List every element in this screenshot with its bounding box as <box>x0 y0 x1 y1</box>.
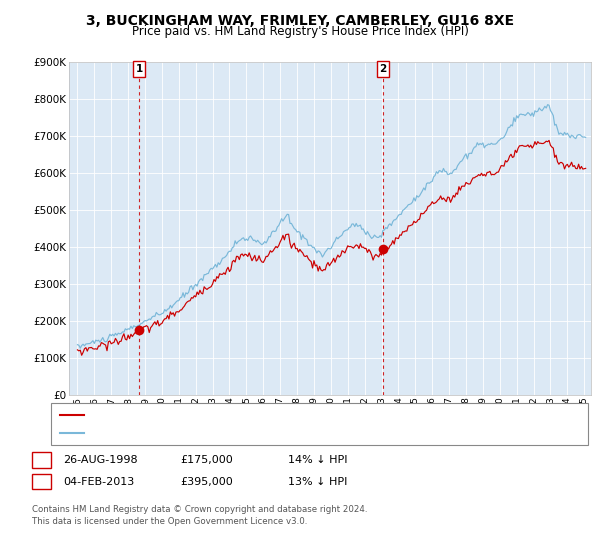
Text: £175,000: £175,000 <box>180 455 233 465</box>
Text: 2: 2 <box>38 477 45 487</box>
Text: 13% ↓ HPI: 13% ↓ HPI <box>288 477 347 487</box>
Text: 1: 1 <box>38 455 45 465</box>
Text: 1: 1 <box>136 64 143 74</box>
Text: 26-AUG-1998: 26-AUG-1998 <box>63 455 137 465</box>
Text: 3, BUCKINGHAM WAY, FRIMLEY, CAMBERLEY, GU16 8XE: 3, BUCKINGHAM WAY, FRIMLEY, CAMBERLEY, G… <box>86 14 514 28</box>
Text: HPI: Average price, detached house, Surrey Heath: HPI: Average price, detached house, Surr… <box>89 428 339 438</box>
Text: Price paid vs. HM Land Registry's House Price Index (HPI): Price paid vs. HM Land Registry's House … <box>131 25 469 38</box>
Text: £395,000: £395,000 <box>180 477 233 487</box>
Text: Contains HM Land Registry data © Crown copyright and database right 2024.
This d: Contains HM Land Registry data © Crown c… <box>32 505 367 526</box>
Text: 14% ↓ HPI: 14% ↓ HPI <box>288 455 347 465</box>
Text: 04-FEB-2013: 04-FEB-2013 <box>63 477 134 487</box>
Text: 2: 2 <box>379 64 386 74</box>
Text: 3, BUCKINGHAM WAY, FRIMLEY, CAMBERLEY, GU16 8XE (detached house): 3, BUCKINGHAM WAY, FRIMLEY, CAMBERLEY, G… <box>89 410 457 420</box>
